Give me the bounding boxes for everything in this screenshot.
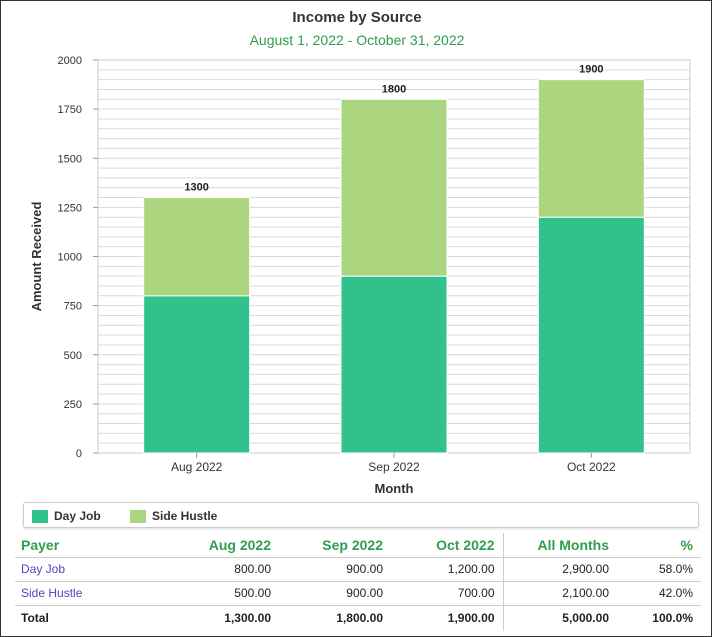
table-row: Side Hustle 500.00 900.00 700.00 2,100.0… (15, 581, 701, 606)
bar-total-label: 1800 (382, 83, 406, 95)
chart-title: Income by Source (292, 9, 422, 26)
table-cell: 1,800.00 (336, 611, 383, 626)
income-chart: 0 250 500 750 1000 1250 1500 1750 2000 Amount Rec… (29, 55, 691, 496)
legend-swatch-day-job (32, 509, 48, 523)
y-tick-label: 0 (76, 448, 82, 460)
table-cell: 700.00 (391, 581, 503, 606)
column-header-oct[interactable]: Oct 2022 (391, 533, 503, 558)
bar-day-job (537, 216, 645, 454)
y-tick-label: 750 (64, 301, 82, 313)
legend-label: Side Hustle (152, 509, 218, 523)
income-summary-table: Payer Aug 2022 Sep 2022 Oct 2022 All Mon… (15, 533, 701, 631)
y-tick-label: 1000 (58, 252, 82, 264)
y-tick-label: 1750 (58, 104, 82, 116)
x-tick-label: Aug 2022 (171, 460, 223, 474)
legend-item-day-job[interactable]: Day Job (32, 509, 101, 523)
table-cell: 100.0% (652, 611, 693, 626)
y-tick-label: 1500 (58, 153, 82, 165)
y-tick-label: 500 (64, 350, 82, 362)
table-total-row: Total 1,300.00 1,800.00 1,900.00 5,000.0… (15, 605, 701, 631)
table-cell: 500.00 (135, 581, 279, 606)
payer-link-day-job[interactable]: Day Job (15, 557, 135, 582)
chart-legend: Day Job Side Hustle (23, 502, 699, 528)
column-header-sep[interactable]: Sep 2022 (279, 533, 391, 558)
y-tick-label: 2000 (58, 55, 82, 67)
column-header-all-months[interactable]: All Months (502, 533, 617, 558)
table-row: Day Job 800.00 900.00 1,200.00 2,900.00 … (15, 557, 701, 582)
payer-link-side-hustle[interactable]: Side Hustle (15, 581, 135, 606)
table-cell: 1,300.00 (224, 611, 271, 626)
table-cell: 800.00 (135, 557, 279, 582)
legend-label: Day Job (54, 509, 101, 523)
column-header-payer[interactable]: Payer (15, 533, 135, 558)
table-cell: 2,100.00 (502, 581, 617, 606)
table-cell: 58.0% (617, 557, 701, 582)
total-label: Total (21, 611, 49, 626)
legend-swatch-side-hustle (130, 509, 146, 523)
table-cell: 1,200.00 (391, 557, 503, 582)
bar-total-label: 1300 (184, 182, 208, 194)
bar-day-job (143, 295, 251, 454)
table-cell: 5,000.00 (502, 605, 617, 631)
chart-subtitle: August 1, 2022 - October 31, 2022 (249, 32, 465, 48)
bar-day-job (340, 275, 448, 454)
y-tick-label: 250 (64, 399, 82, 411)
table-cell: 900.00 (279, 557, 391, 582)
table-cell: 1,900.00 (447, 611, 495, 626)
bar-side-hustle (143, 197, 251, 297)
table-cell: 900.00 (279, 581, 391, 606)
bar-side-hustle (340, 98, 448, 277)
legend-item-side-hustle[interactable]: Side Hustle (130, 509, 217, 523)
x-tick-label: Sep 2022 (368, 460, 420, 474)
y-axis-title: Amount Received (29, 202, 44, 312)
x-tick-label: Oct 2022 (567, 460, 616, 474)
table-cell: 2,900.00 (502, 557, 617, 582)
bar-side-hustle (537, 79, 645, 218)
table-cell: 42.0% (617, 581, 701, 606)
column-header-aug[interactable]: Aug 2022 (135, 533, 279, 558)
y-tick-label: 1250 (58, 202, 82, 214)
table-header-row: Payer Aug 2022 Sep 2022 Oct 2022 All Mon… (15, 533, 701, 558)
x-axis-title: Month (375, 481, 414, 496)
bar-total-label: 1900 (579, 64, 603, 76)
column-header-percent[interactable]: % (617, 533, 701, 558)
